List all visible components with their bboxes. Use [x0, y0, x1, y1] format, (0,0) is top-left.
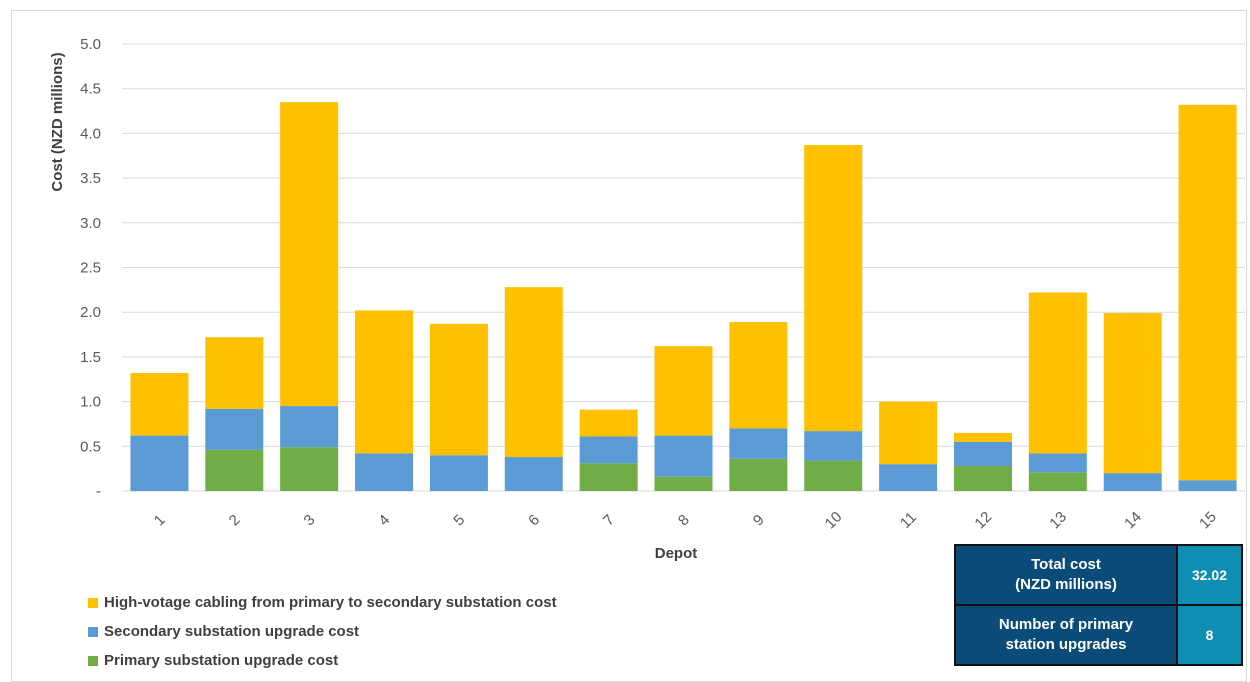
y-axis-title: Cost (NZD millions): [49, 52, 66, 191]
x-tick-label: 12: [971, 508, 995, 532]
bar-segment-secondary: [879, 464, 938, 491]
y-tick-label: 3.5: [80, 170, 101, 187]
bar-segment-secondary: [205, 408, 264, 450]
bar-segment-hv-cabling: [729, 322, 788, 429]
legend-swatch-primary: [88, 655, 98, 666]
summary-table: Total cost (NZD millions) 32.02 Number o…: [954, 544, 1243, 666]
bar-segment-primary: [953, 465, 1012, 491]
y-tick-label: 2.5: [80, 260, 101, 277]
bar-segment-hv-cabling: [654, 346, 713, 436]
upgrades-label-line2: station upgrades: [1005, 636, 1127, 653]
bar-segment-hv-cabling: [879, 401, 938, 465]
legend-label-hv-cabling: High-votage cabling from primary to seco…: [104, 594, 557, 611]
bar-segment-hv-cabling: [579, 409, 638, 437]
x-tick-label: 11: [897, 509, 920, 532]
bar-segment-secondary: [504, 457, 563, 491]
x-tick-label: 9: [750, 511, 768, 529]
total-cost-label: Total cost (NZD millions): [954, 544, 1178, 606]
y-tick-label: -: [96, 483, 101, 500]
bar-segment-hv-cabling: [953, 432, 1012, 442]
legend-swatch-secondary: [88, 626, 98, 637]
bar-segment-hv-cabling: [130, 372, 189, 436]
bar-segment-hv-cabling: [1028, 292, 1087, 454]
x-tick-label: 1: [151, 511, 169, 529]
bar-segment-secondary: [1103, 473, 1162, 491]
x-tick-label: 10: [822, 508, 846, 532]
y-tick-label: 1.5: [80, 349, 101, 366]
x-tick-label: 2: [226, 511, 244, 529]
bar-segment-secondary: [1178, 480, 1237, 491]
x-tick-label: 8: [675, 511, 693, 529]
bar-segment-secondary: [280, 406, 339, 448]
x-axis-title: Depot: [655, 545, 698, 562]
x-tick-label: 4: [375, 511, 393, 529]
y-tick-label: 3.0: [80, 215, 101, 232]
bar-segment-primary: [579, 463, 638, 491]
bar-segment-hv-cabling: [429, 323, 488, 456]
y-tick-label: 5.0: [80, 36, 101, 53]
y-tick-label: 2.0: [80, 304, 101, 321]
upgrades-label-line1: Number of primary: [998, 616, 1134, 633]
summary-row-upgrades: Number of primary station upgrades 8: [954, 604, 1243, 666]
bar-segment-secondary: [953, 441, 1012, 466]
legend-item-primary: Primary substation upgrade cost: [88, 646, 557, 675]
legend-label-secondary: Secondary substation upgrade cost: [104, 623, 360, 640]
bar-segment-secondary: [355, 453, 414, 491]
bar-segment-hv-cabling: [1178, 104, 1237, 481]
total-cost-label-line2: (NZD millions): [1015, 576, 1117, 593]
bar-segment-primary: [280, 447, 339, 491]
total-cost-value: 32.02: [1176, 544, 1243, 606]
bar-segment-primary: [205, 449, 264, 491]
legend-item-secondary: Secondary substation upgrade cost: [88, 617, 557, 646]
legend-item-hv-cabling: High-votage cabling from primary to seco…: [88, 588, 557, 617]
summary-row-total: Total cost (NZD millions) 32.02: [954, 544, 1243, 606]
bar-segment-hv-cabling: [504, 287, 563, 458]
bar-segment-primary: [729, 458, 788, 491]
bar-segment-secondary: [804, 431, 863, 461]
bar-segment-secondary: [654, 435, 713, 477]
bar-segment-hv-cabling: [1103, 313, 1162, 474]
x-tick-label: 7: [600, 511, 618, 529]
x-tick-label: 6: [525, 511, 543, 529]
bar-segment-primary: [804, 460, 863, 491]
y-tick-label: 4.5: [80, 81, 101, 98]
bar-segment-secondary: [729, 428, 788, 459]
bar-segment-hv-cabling: [280, 102, 339, 407]
upgrades-value: 8: [1176, 604, 1243, 666]
legend-label-primary: Primary substation upgrade cost: [104, 652, 339, 669]
y-tick-label: 4.0: [80, 125, 101, 142]
x-tick-label: 15: [1196, 508, 1220, 532]
y-tick-label: 0.5: [80, 438, 101, 455]
bar-segment-secondary: [130, 435, 189, 491]
bar-segment-hv-cabling: [355, 310, 414, 454]
total-cost-label-line1: Total cost: [1031, 556, 1101, 573]
y-tick-label: 1.0: [80, 394, 101, 411]
bar-segment-primary: [654, 476, 713, 491]
bar-segment-hv-cabling: [205, 337, 264, 409]
bar-segment-secondary: [429, 455, 488, 491]
bar-segment-hv-cabling: [804, 145, 863, 432]
bar-segment-secondary: [579, 436, 638, 464]
x-tick-label: 5: [450, 511, 468, 529]
bar-segment-secondary: [1028, 453, 1087, 473]
upgrades-label: Number of primary station upgrades: [954, 604, 1178, 666]
legend-swatch-hv-cabling: [88, 597, 98, 608]
x-tick-label: 14: [1121, 508, 1145, 532]
x-tick-label: 3: [301, 511, 319, 529]
x-tick-label: 13: [1046, 508, 1070, 532]
bar-segment-primary: [1028, 472, 1087, 491]
chart-legend: High-votage cabling from primary to seco…: [88, 588, 557, 675]
